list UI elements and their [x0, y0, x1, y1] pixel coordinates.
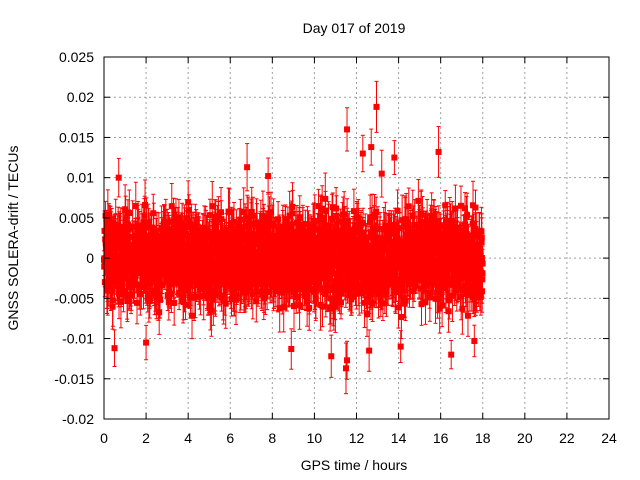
data-marker — [128, 292, 135, 299]
data-marker — [148, 236, 155, 243]
data-marker — [117, 223, 124, 230]
data-marker — [142, 201, 149, 208]
data-marker — [126, 210, 133, 217]
data-marker — [156, 291, 163, 298]
data-marker — [146, 224, 153, 231]
data-marker — [124, 298, 131, 305]
data-marker — [108, 223, 115, 230]
data-marker — [176, 289, 183, 296]
data-marker — [178, 227, 185, 234]
data-marker — [109, 297, 116, 304]
data-marker — [171, 299, 178, 306]
data-marker — [177, 275, 184, 282]
data-marker — [150, 210, 157, 217]
data-marker — [240, 209, 247, 216]
data-marker — [157, 296, 164, 303]
data-marker — [174, 219, 181, 226]
data-marker — [107, 235, 114, 242]
data-marker — [120, 225, 127, 232]
data-marker — [237, 216, 244, 223]
data-marker — [146, 298, 153, 305]
data-marker — [108, 285, 115, 292]
chart-title: Day 017 of 2019 — [303, 20, 406, 36]
data-marker — [105, 218, 112, 225]
data-marker — [104, 211, 111, 218]
data-marker — [170, 275, 177, 282]
data-marker — [172, 256, 179, 263]
data-marker — [175, 214, 182, 221]
data-marker — [127, 247, 134, 254]
data-marker — [120, 288, 127, 295]
data-marker — [109, 276, 116, 283]
data-marker — [147, 231, 154, 238]
data-marker — [124, 233, 131, 240]
data-marker — [140, 235, 147, 242]
data-series — [101, 80, 486, 395]
data-marker — [122, 207, 129, 214]
data-marker — [101, 227, 108, 234]
data-marker — [116, 290, 123, 297]
data-marker — [209, 203, 216, 210]
data-marker — [168, 203, 175, 210]
data-marker — [136, 232, 143, 239]
data-marker — [145, 265, 152, 272]
